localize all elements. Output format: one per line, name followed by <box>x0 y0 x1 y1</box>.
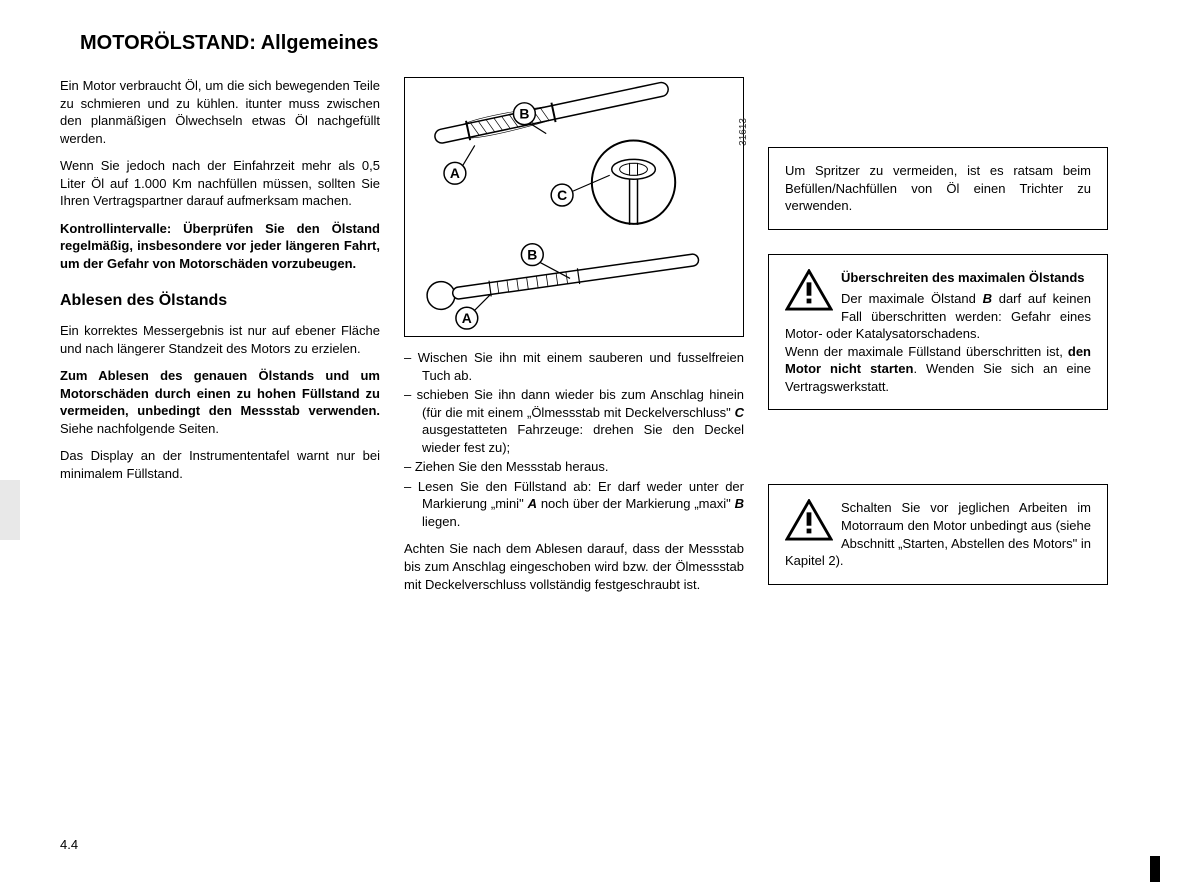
figure-number: 31613 <box>737 118 751 146</box>
procedure-after: Achten Sie nach dem Ablesen darauf, dass… <box>404 540 744 593</box>
intro-para-2: Wenn Sie jedoch nach der Einfahrzeit meh… <box>60 157 380 210</box>
procedure-step-4: Lesen Sie den Füllstand ab: Er darf wede… <box>404 478 744 531</box>
dipstick-figure: 31613 <box>404 77 744 337</box>
column-left: Ein Motor verbraucht Öl, um die sich bew… <box>60 77 380 609</box>
ablesen-tail: Siehe nachfolgende Seiten. <box>60 421 219 436</box>
procedure-list: Wischen Sie ihn mit einem sauberen und f… <box>404 349 744 530</box>
ablesen-p1: Ein korrektes Messergebnis ist nur auf e… <box>60 322 380 357</box>
column-right: Um Spritzer zu vermeiden, ist es ratsam … <box>768 77 1108 609</box>
svg-text:A: A <box>462 310 472 326</box>
funnel-text: Um Spritzer zu vermeiden, ist es ratsam … <box>785 163 1091 213</box>
ablesen-bold: Zum Ablesen des genauen Ölstands und um … <box>60 368 380 418</box>
svg-text:B: B <box>519 106 529 122</box>
subhead-ablesen: Ablesen des Ölstands <box>60 290 380 312</box>
ablesen-p3: Das Display an der Instrumententafel war… <box>60 447 380 482</box>
side-tab <box>0 480 20 540</box>
page-number: 4.4 <box>60 836 78 854</box>
warning-box-max-level: Überschreiten des maximalen Ölstands Der… <box>768 254 1108 411</box>
info-box-funnel: Um Spritzer zu vermeiden, ist es ratsam … <box>768 147 1108 230</box>
intervals-bold: Kontrollintervalle: Überprüfen Sie den Ö… <box>60 220 380 273</box>
corner-mark <box>1150 856 1160 882</box>
svg-text:B: B <box>527 247 537 263</box>
page-title: MOTORÖLSTAND: Allgemeines <box>80 30 1160 57</box>
svg-text:A: A <box>450 165 460 181</box>
warning-icon <box>785 269 833 311</box>
ablesen-p2: Zum Ablesen des genauen Ölstands und um … <box>60 367 380 437</box>
warning-icon <box>785 499 833 541</box>
max-level-p2: Wenn der maximale Füllstand überschritte… <box>785 344 1091 394</box>
intro-para-1: Ein Motor verbraucht Öl, um die sich bew… <box>60 77 380 147</box>
procedure-step-3: Ziehen Sie den Messstab heraus. <box>404 458 744 476</box>
procedure-step-2: schieben Sie ihn dann wieder bis zum Ans… <box>404 386 744 456</box>
svg-text:C: C <box>557 187 567 203</box>
procedure-step-1: Wischen Sie ihn mit einem sauberen und f… <box>404 349 744 384</box>
content-columns: Ein Motor verbraucht Öl, um die sich bew… <box>60 77 1160 609</box>
column-center: 31613 <box>404 77 744 609</box>
warning-box-engine-off: Schalten Sie vor jeglichen Arbeiten im M… <box>768 484 1108 584</box>
